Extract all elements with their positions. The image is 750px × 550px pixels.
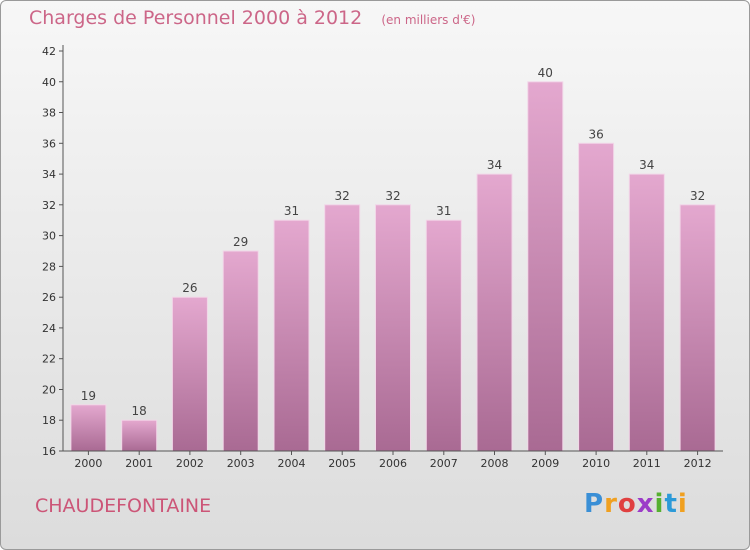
y-tick-label-40: 40 [42,76,56,89]
y-tick-label-20: 20 [42,384,56,397]
x-tick-label-2008: 2008 [481,457,509,470]
commune-name: CHAUDEFONTAINE [35,495,212,517]
value-label-2007: 31 [436,204,451,218]
value-label-2010: 36 [588,127,603,141]
x-tick-label-2007: 2007 [430,457,458,470]
y-tick-label-38: 38 [42,107,56,120]
x-tick-label-2012: 2012 [684,457,712,470]
y-tick-label-30: 30 [42,230,56,243]
value-label-2004: 31 [284,204,299,218]
bar-2008 [476,173,513,452]
y-tick-label-26: 26 [42,291,56,304]
proxiti-logo[interactable]: Proxiti [584,489,688,519]
chart-subtitle: (en milliers d'€) [381,13,476,27]
value-label-2003: 29 [233,235,248,249]
y-tick-label-42: 42 [42,45,56,58]
y-tick-label-22: 22 [42,353,56,366]
bar-2004 [273,219,310,452]
bar-2012 [679,204,716,452]
bar-2005 [324,204,361,452]
x-tick-label-2001: 2001 [125,457,153,470]
bar-2002 [171,296,208,452]
bar-2007 [425,219,462,452]
x-tick-label-2011: 2011 [633,457,661,470]
value-label-2008: 34 [487,158,502,172]
value-label-2001: 18 [132,404,147,418]
y-tick-label-34: 34 [42,168,56,181]
y-tick-label-32: 32 [42,199,56,212]
chart-title: Charges de Personnel 2000 à 2012 [29,7,363,29]
x-tick-label-2006: 2006 [379,457,407,470]
bar-2000 [70,404,107,452]
y-tick-label-16: 16 [42,445,56,458]
bar-2011 [628,173,665,452]
value-label-2000: 19 [81,389,96,403]
bar-2003 [222,250,259,452]
y-tick-label-18: 18 [42,414,56,427]
value-label-2002: 26 [182,281,197,295]
y-tick-label-24: 24 [42,322,56,335]
value-label-2005: 32 [335,189,350,203]
y-tick-label-28: 28 [42,260,56,273]
x-tick-label-2005: 2005 [328,457,356,470]
value-label-2011: 34 [639,158,654,172]
x-tick-label-2003: 2003 [227,457,255,470]
x-tick-label-2004: 2004 [278,457,306,470]
bar-2006 [375,204,411,452]
bar-2009 [527,81,564,452]
x-tick-label-2000: 2000 [74,457,102,470]
value-label-2012: 32 [690,189,705,203]
x-tick-label-2002: 2002 [176,457,204,470]
value-label-2009: 40 [538,66,553,80]
y-tick-label-36: 36 [42,137,56,150]
bar-2001 [121,419,158,452]
value-label-2006: 32 [385,189,400,203]
x-tick-label-2010: 2010 [582,457,610,470]
bar-2010 [578,142,615,452]
x-tick-label-2009: 2009 [531,457,559,470]
title-row: Charges de Personnel 2000 à 2012 (en mil… [29,7,475,29]
